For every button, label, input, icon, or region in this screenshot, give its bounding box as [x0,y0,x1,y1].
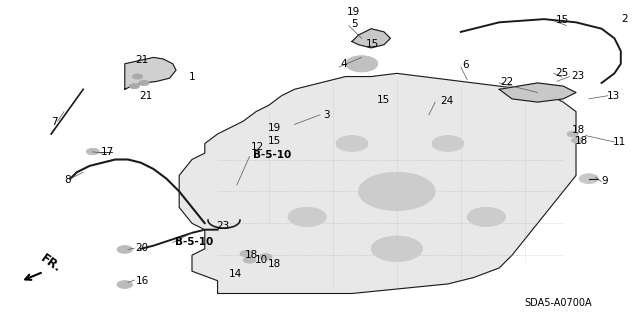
Text: 15: 15 [366,39,380,49]
Text: 12: 12 [251,142,264,152]
Text: 11: 11 [613,137,627,147]
Text: 2: 2 [621,14,627,24]
Text: 21: 21 [136,55,149,65]
Text: 21: 21 [140,91,153,101]
Circle shape [86,148,99,155]
Text: FR.: FR. [38,252,64,275]
Text: 18: 18 [572,125,585,135]
Circle shape [139,80,149,85]
Text: 8: 8 [64,175,70,185]
Text: 18: 18 [245,250,259,260]
Text: 19: 19 [347,7,360,17]
Text: 13: 13 [607,91,620,101]
Text: 23: 23 [572,71,585,81]
Text: SDA5-A0700A: SDA5-A0700A [525,298,593,308]
Circle shape [346,56,378,72]
Circle shape [288,207,326,226]
Polygon shape [125,57,176,89]
Circle shape [467,207,506,226]
Circle shape [572,137,583,143]
Text: 4: 4 [340,59,347,69]
Polygon shape [352,29,390,48]
Circle shape [579,174,598,183]
Circle shape [243,257,256,263]
Text: B-5-10: B-5-10 [253,150,291,160]
Circle shape [129,84,140,89]
Text: 15: 15 [376,95,390,105]
Polygon shape [499,83,576,102]
Text: 15: 15 [556,15,569,25]
Text: 25: 25 [556,68,569,78]
Text: 1: 1 [189,71,195,82]
Text: 23: 23 [216,221,230,231]
Text: 18: 18 [575,136,588,146]
Text: 17: 17 [100,147,114,158]
Text: 15: 15 [268,136,281,146]
Text: 24: 24 [440,96,454,107]
Text: 3: 3 [323,110,330,120]
Circle shape [132,74,143,79]
Circle shape [117,246,132,253]
Circle shape [358,172,435,211]
Text: 19: 19 [268,122,281,133]
Polygon shape [179,73,576,293]
Circle shape [240,250,253,257]
Text: 14: 14 [229,269,243,279]
Text: 18: 18 [268,259,281,269]
Circle shape [259,254,272,260]
Circle shape [371,236,422,262]
Text: 6: 6 [462,60,468,70]
Circle shape [117,281,132,288]
Text: 7: 7 [51,117,58,127]
Text: 22: 22 [500,77,514,87]
Circle shape [432,136,464,152]
Text: 5: 5 [351,19,357,29]
Text: B-5-10: B-5-10 [175,237,214,247]
Circle shape [336,136,368,152]
Text: 16: 16 [136,276,149,286]
Circle shape [567,131,579,137]
Text: 9: 9 [602,176,608,186]
Text: 20: 20 [136,243,149,253]
Text: 10: 10 [255,255,268,265]
